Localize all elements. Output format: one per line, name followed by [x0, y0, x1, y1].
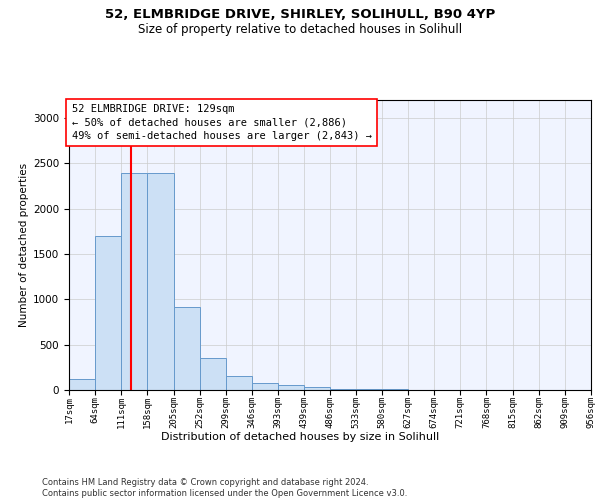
Bar [121, 174, 148, 390]
Bar [278, 386, 304, 390]
Text: 52 ELMBRIDGE DRIVE: 129sqm
← 50% of detached houses are smaller (2,886)
49% of s: 52 ELMBRIDGE DRIVE: 129sqm ← 50% of deta… [71, 104, 371, 141]
Bar [69, 379, 95, 390]
Bar [226, 376, 252, 390]
Bar [200, 358, 226, 390]
Bar [173, 306, 200, 390]
Bar [330, 388, 356, 390]
Bar [95, 236, 121, 390]
Bar [304, 388, 330, 390]
Text: Contains HM Land Registry data © Crown copyright and database right 2024.
Contai: Contains HM Land Registry data © Crown c… [42, 478, 407, 498]
Text: Distribution of detached houses by size in Solihull: Distribution of detached houses by size … [161, 432, 439, 442]
Bar [356, 389, 382, 390]
Text: Size of property relative to detached houses in Solihull: Size of property relative to detached ho… [138, 22, 462, 36]
Text: 52, ELMBRIDGE DRIVE, SHIRLEY, SOLIHULL, B90 4YP: 52, ELMBRIDGE DRIVE, SHIRLEY, SOLIHULL, … [105, 8, 495, 20]
Y-axis label: Number of detached properties: Number of detached properties [19, 163, 29, 327]
Bar [148, 174, 173, 390]
Bar [252, 383, 278, 390]
